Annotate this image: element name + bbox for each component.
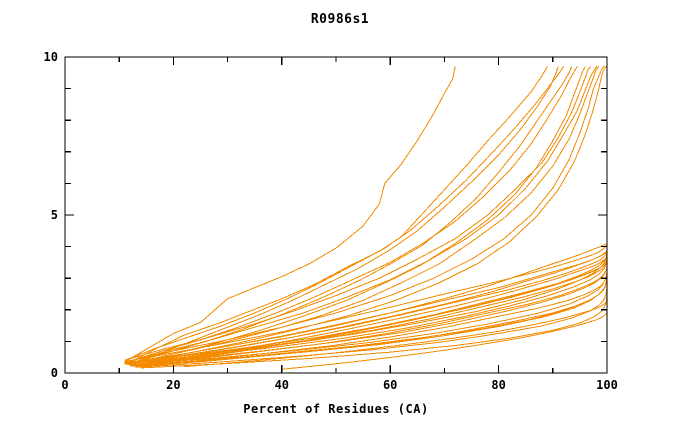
data-curve bbox=[124, 66, 565, 361]
data-curve bbox=[124, 66, 592, 361]
data-curve bbox=[129, 66, 600, 365]
data-curve bbox=[129, 66, 573, 365]
data-curve bbox=[129, 256, 608, 366]
data-curve bbox=[124, 66, 456, 363]
x-tick-label: 100 bbox=[596, 378, 618, 392]
data-curve bbox=[281, 312, 608, 370]
data-curve bbox=[124, 250, 608, 364]
data-curve bbox=[132, 66, 586, 365]
data-curve bbox=[127, 252, 608, 365]
data-curves-group bbox=[124, 65, 608, 370]
x-tick-label: 20 bbox=[166, 378, 181, 392]
axes-group bbox=[64, 56, 608, 374]
data-curve bbox=[129, 66, 559, 364]
data-curve bbox=[124, 244, 608, 363]
y-tick-label: 10 bbox=[43, 50, 58, 64]
data-curve bbox=[127, 65, 598, 363]
page-title: R0986s1 bbox=[310, 12, 370, 27]
y-tick-label: 0 bbox=[50, 366, 58, 380]
y-tick-label: 5 bbox=[50, 208, 58, 222]
data-curve bbox=[129, 65, 608, 365]
data-curve bbox=[127, 66, 578, 363]
data-curve bbox=[184, 300, 608, 368]
x-tick-label: 60 bbox=[382, 378, 398, 392]
data-curve bbox=[127, 266, 608, 366]
x-tick-label: 80 bbox=[491, 378, 506, 392]
x-axis-label: Percent of Residues (CA) bbox=[243, 402, 429, 416]
x-tick-label: 40 bbox=[274, 378, 290, 392]
data-curve bbox=[124, 65, 605, 363]
x-tick-label: 0 bbox=[61, 378, 69, 392]
